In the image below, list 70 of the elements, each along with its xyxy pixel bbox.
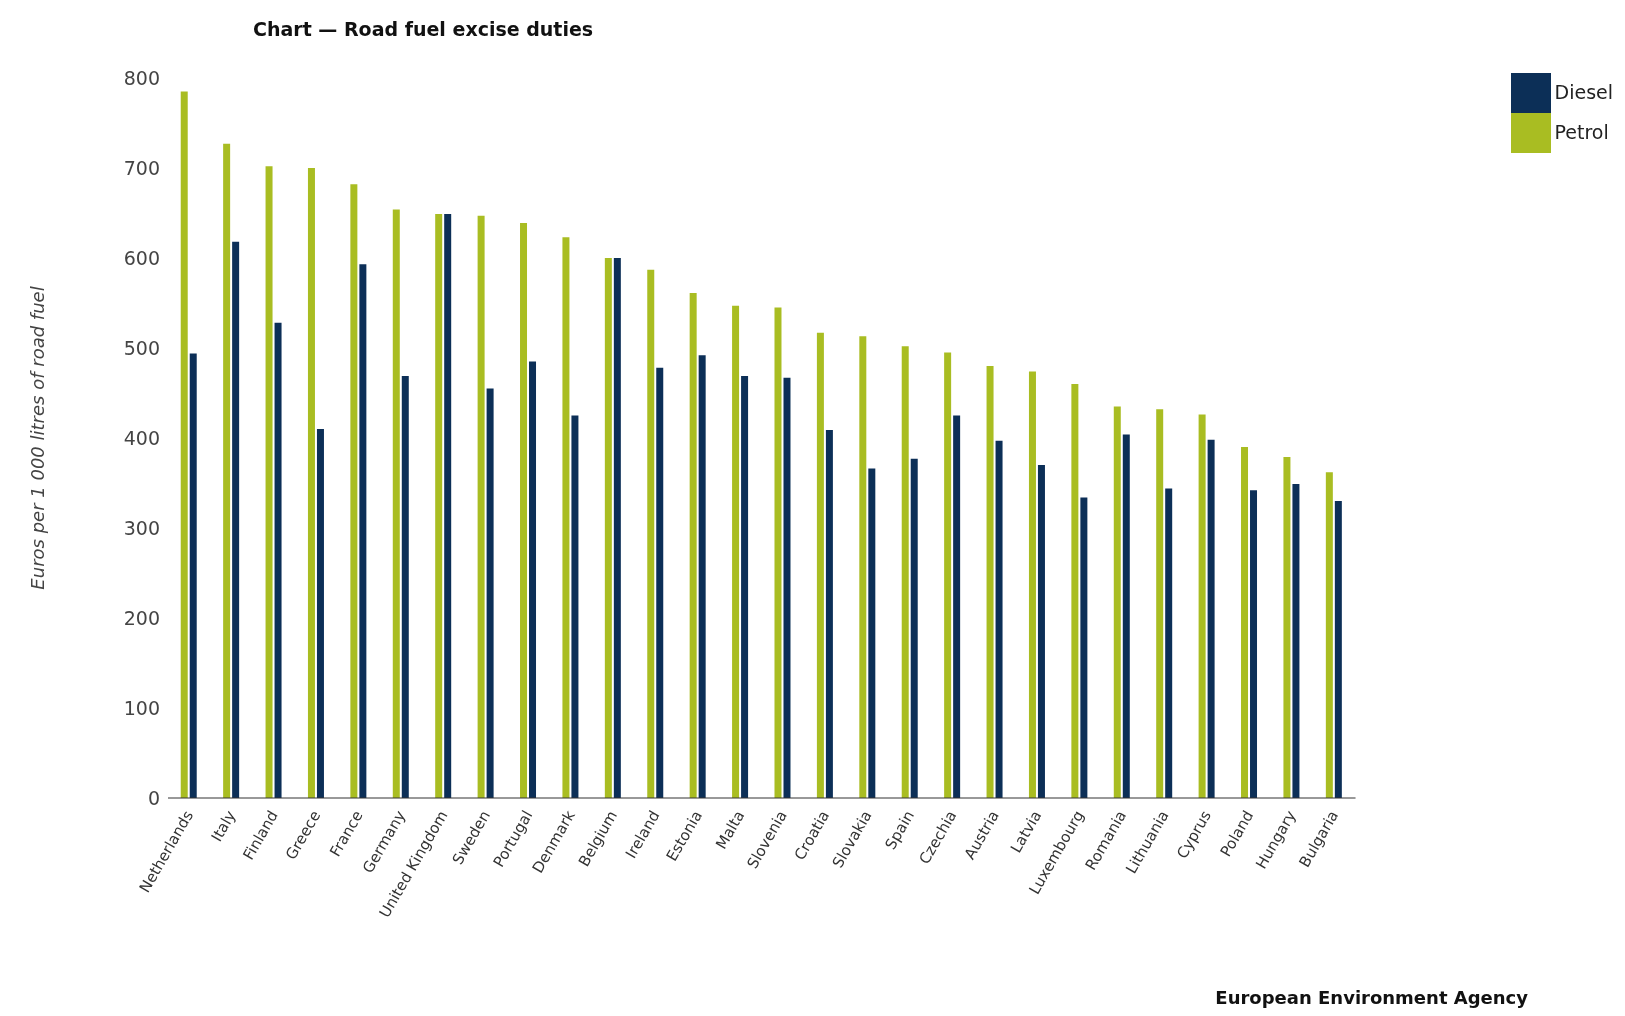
bar bbox=[647, 269, 655, 798]
bar bbox=[1207, 439, 1215, 798]
bar bbox=[435, 213, 443, 798]
bar bbox=[189, 353, 197, 798]
y-tick-label: 700 bbox=[123, 156, 160, 179]
chart-title: Chart — Road fuel excise duties bbox=[253, 18, 594, 40]
bar bbox=[825, 429, 833, 798]
y-tick-label: 200 bbox=[123, 606, 160, 629]
bar bbox=[1283, 456, 1291, 798]
bar bbox=[1071, 384, 1079, 798]
text: European Environment Agency bbox=[1215, 987, 1528, 1008]
bar bbox=[944, 352, 952, 798]
bar bbox=[986, 366, 994, 798]
bar bbox=[816, 332, 824, 798]
bar bbox=[350, 184, 358, 798]
y-tick-label: 800 bbox=[123, 66, 160, 89]
bar bbox=[1037, 465, 1045, 798]
bar bbox=[604, 258, 612, 798]
bar bbox=[1250, 490, 1258, 798]
bar bbox=[1334, 501, 1342, 798]
legend-label: Diesel bbox=[1554, 80, 1613, 103]
bar bbox=[1198, 414, 1206, 798]
bar bbox=[477, 215, 485, 798]
y-tick-label: 400 bbox=[123, 426, 160, 449]
bar bbox=[1165, 488, 1173, 798]
bar bbox=[1028, 371, 1036, 798]
bar bbox=[1122, 434, 1130, 798]
bar bbox=[359, 264, 367, 798]
bar bbox=[910, 458, 918, 798]
y-tick-label: 600 bbox=[123, 246, 160, 269]
bar bbox=[783, 377, 791, 798]
bar bbox=[486, 388, 494, 798]
bar bbox=[613, 258, 621, 798]
bar bbox=[1080, 497, 1088, 798]
bar bbox=[274, 322, 282, 798]
bar bbox=[1113, 406, 1121, 798]
bar bbox=[1292, 483, 1300, 798]
y-tick-label: 100 bbox=[123, 696, 160, 719]
bar bbox=[859, 336, 867, 798]
bar bbox=[901, 346, 909, 798]
y-axis-title: Euros per 1 000 litres of road fuel bbox=[27, 286, 49, 590]
bar bbox=[656, 367, 664, 798]
bar bbox=[180, 91, 188, 798]
bar bbox=[571, 415, 579, 798]
bar bbox=[868, 468, 876, 798]
bar bbox=[953, 415, 961, 798]
bar bbox=[223, 143, 231, 798]
y-tick-label: 300 bbox=[123, 516, 160, 539]
bar bbox=[741, 375, 749, 798]
bar bbox=[232, 241, 240, 798]
bar bbox=[732, 305, 740, 798]
bar bbox=[1156, 409, 1164, 798]
y-tick-label: 0 bbox=[147, 786, 160, 809]
bar bbox=[689, 293, 697, 798]
bar bbox=[529, 361, 537, 798]
bar bbox=[562, 237, 570, 798]
bar bbox=[307, 168, 315, 798]
bar bbox=[392, 209, 400, 798]
bar bbox=[316, 429, 324, 798]
bar bbox=[698, 355, 706, 798]
bar bbox=[1325, 472, 1333, 798]
bar bbox=[444, 213, 452, 798]
bar bbox=[774, 307, 782, 798]
bar bbox=[1241, 447, 1249, 798]
bar bbox=[265, 166, 273, 798]
bar bbox=[401, 375, 409, 798]
y-tick-label: 500 bbox=[123, 336, 160, 359]
bar bbox=[520, 222, 528, 798]
legend-label: Petrol bbox=[1554, 120, 1609, 143]
bar bbox=[995, 440, 1003, 798]
